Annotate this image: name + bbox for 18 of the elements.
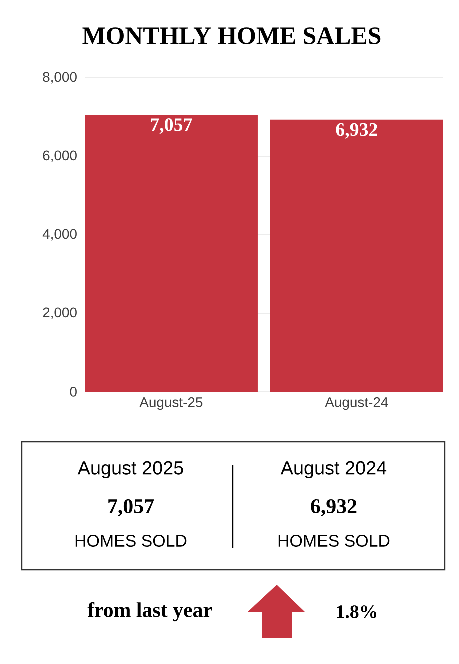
text: HOMES SOLD [76,534,187,547]
y-tick-label: 8,000 [43,72,77,84]
y-tick-label: 0 [70,387,77,397]
x-tick-label: August-24 [325,398,388,410]
y-tick-label: 6,000 [43,150,77,162]
text: August 2025 [78,461,184,479]
chart-title: MONTHLY HOME SALES [82,28,381,44]
text: from last year [88,602,212,622]
y-tick-label: 4,000 [42,229,77,241]
text: 1.8% [337,606,376,618]
x-tick-label: August-25 [140,398,203,410]
data-label: 6,932 [336,123,378,139]
data-label: 7,057 [151,118,192,134]
y-tick-label: 2,000 [43,308,77,320]
text: HOMES SOLD [278,534,390,547]
text: 7,057 [108,499,154,517]
text: August 2024 [280,461,387,479]
text: 6,932 [311,499,357,517]
